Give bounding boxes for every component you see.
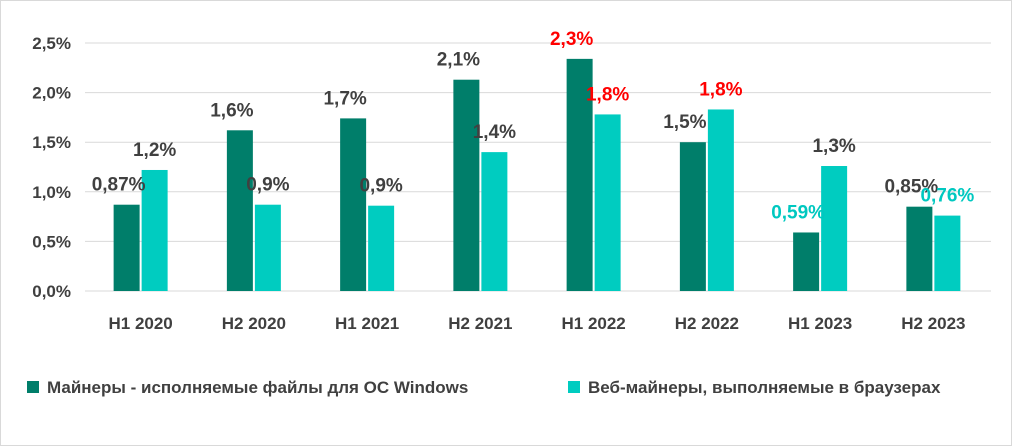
y-tick-label: 1,0% [32,183,71,202]
x-category-label: H1 2021 [335,314,399,333]
data-label: 0,9% [359,176,402,197]
y-tick-label: 0,5% [32,232,71,251]
data-label: 2,1% [437,50,480,71]
y-tick-label: 1,5% [32,133,71,152]
x-category-label: H2 2021 [448,314,512,333]
data-label: 1,5% [663,112,706,133]
bar-series-1 [453,79,480,291]
bar-series-1 [113,204,140,291]
y-tick-label: 2,0% [32,84,71,103]
x-category-label: H2 2020 [222,314,286,333]
bar-series-2 [368,205,395,291]
legend-label: Майнеры - исполняемые файлы для ОС Windo… [47,378,468,397]
bar-series-2 [254,204,281,291]
bars [113,58,961,292]
bar-series-2 [821,166,848,291]
legend-swatch [568,381,580,393]
data-labels: 0,87% 1,2% 1,6% 0,9% 1,7% 0,9% 2,1% 1,4% 2,3% 1,8… [92,29,975,224]
x-category-label: H1 2020 [108,314,172,333]
data-label: 1,6% [210,100,253,121]
data-label: 1,8% [699,79,742,100]
bar-series-2 [934,215,961,291]
legend-label: Веб-майнеры, выполняемые в браузерах [588,378,941,397]
x-axis-categories: H1 2020 H2 2020 H1 2021 H2 2021 H1 2022 H2 20… [108,314,965,333]
y-axis-ticks: 0,0% 0,5% 1,0% 1,5% 2,0% 2,5% [32,34,71,301]
data-label: 1,4% [473,122,516,143]
bar-series-1 [793,232,820,291]
data-label: 0,76% [920,186,974,207]
bar-series-1 [906,206,933,291]
data-label: 1,8% [586,84,629,105]
bar-series-1 [340,118,367,291]
data-label: 0,85% [884,177,938,198]
bar-series-2 [141,169,168,291]
gridlines [85,42,991,292]
data-label: 1,3% [812,136,855,157]
bar-series-2 [594,114,621,291]
legend: Майнеры - исполняемые файлы для ОС Windo… [27,378,941,397]
data-label: 0,9% [246,175,289,196]
bar-series-1 [679,142,706,291]
data-label: 0,59% [771,202,825,223]
data-label: 1,2% [133,140,176,161]
bar-series-1 [226,130,253,291]
y-tick-label: 2,5% [32,34,71,53]
x-category-label: H2 2023 [901,314,965,333]
x-category-label: H2 2022 [675,314,739,333]
data-label: 1,7% [323,88,366,109]
bar-series-2 [481,152,508,291]
x-category-label: H1 2022 [561,314,625,333]
data-label: 2,3% [550,29,593,50]
bar-series-1 [566,58,593,291]
y-tick-label: 0,0% [32,282,71,301]
bar-series-2 [707,109,734,292]
legend-swatch [27,381,39,393]
x-category-label: H1 2023 [788,314,852,333]
data-label: 0,87% [92,175,146,196]
